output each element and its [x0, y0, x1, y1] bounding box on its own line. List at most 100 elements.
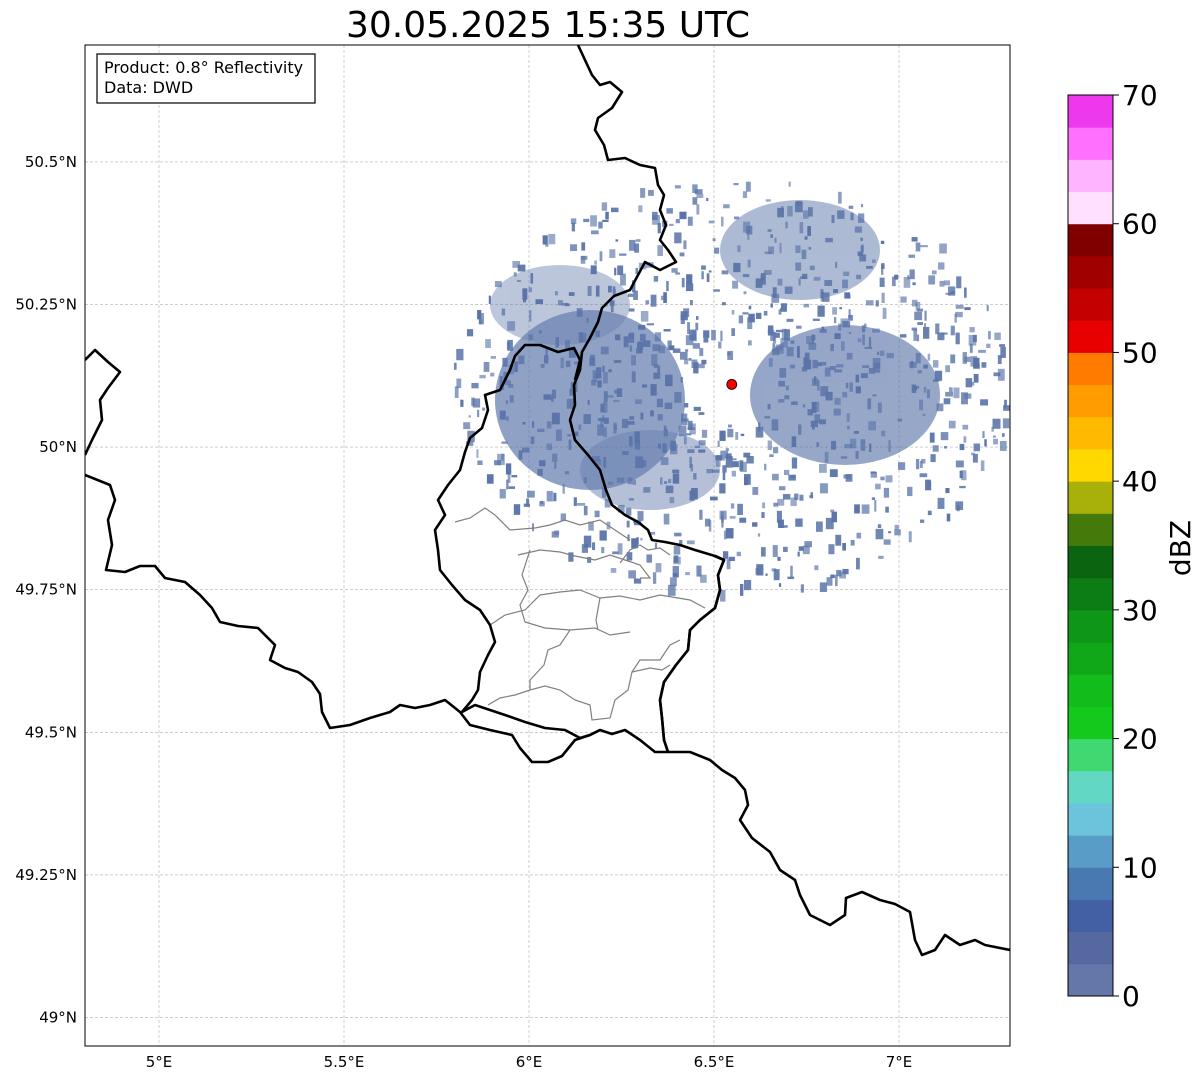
echo-pixel [881, 292, 885, 303]
echo-pixel [831, 215, 835, 224]
echo-pixel [719, 510, 727, 520]
echo-pixel [743, 476, 749, 486]
echo-pixel [913, 329, 918, 341]
echo-pixel [786, 318, 794, 322]
echo-pixel [842, 542, 846, 551]
echo-pixel [468, 415, 471, 418]
echo-pixel [804, 236, 808, 240]
echo-pixel [848, 331, 852, 335]
echo-pixel [801, 273, 808, 279]
echo-pixel [635, 456, 644, 469]
echo-pixel [845, 382, 849, 389]
echo-pixel [846, 352, 853, 360]
echo-pixel [860, 237, 864, 241]
x-tick-label: 6.5°E [694, 1053, 735, 1071]
colorbar-swatch [1068, 191, 1113, 225]
echo-pixel [660, 295, 664, 301]
echo-pixel [798, 424, 802, 435]
echo-pixel [663, 429, 668, 437]
echo-pixel [638, 205, 643, 213]
echo-pixel [817, 305, 825, 317]
echo-pixel [950, 290, 955, 294]
info-box-frame [96, 53, 316, 104]
echo-pixel [543, 394, 552, 400]
echo-pixel [830, 344, 834, 352]
echo-pixel [477, 310, 482, 320]
echo-pixel [543, 355, 549, 364]
echo-pixel [969, 343, 973, 353]
echo-pixel [997, 355, 1002, 364]
echo-pixel [595, 330, 600, 337]
echo-pixel [638, 324, 646, 330]
echo-pixel [943, 398, 951, 405]
echo-pixel [799, 222, 804, 234]
echo-pixel [725, 453, 732, 460]
colorbar-tick-label: 50 [1122, 336, 1158, 369]
echo-pixel [669, 577, 677, 587]
echo-pixel [880, 263, 885, 269]
echo-pixel [945, 488, 950, 494]
echo-pixel [564, 471, 570, 475]
echo-pixel [855, 386, 861, 394]
echo-pixel [937, 332, 945, 341]
echo-pixel [674, 392, 682, 403]
echo-pixel [973, 373, 979, 383]
echo-pixel [798, 278, 801, 286]
info-box: Product: 0.8° Reflectivity Data: DWD [96, 53, 316, 104]
echo-pixel [820, 291, 825, 302]
echo-pixel [664, 402, 673, 410]
country-borders [85, 45, 1010, 957]
echo-pixel [736, 551, 741, 557]
colorbar-swatch [1068, 931, 1113, 965]
echo-pixel [603, 427, 607, 438]
echo-pixel [718, 341, 722, 349]
echo-pixel [986, 305, 989, 312]
echo-pixel [666, 208, 673, 214]
echo-pixel [956, 505, 960, 512]
echo-pixel [868, 337, 872, 348]
echo-pixel [745, 181, 751, 192]
echo-pixel [883, 487, 890, 498]
echo-pixel [632, 479, 637, 485]
echo-pixel [607, 481, 613, 485]
echo-pixel [646, 554, 653, 563]
echo-pixel [784, 329, 790, 341]
echo-pixel [640, 412, 644, 420]
echo-pixel [610, 302, 614, 313]
echo-pixel [970, 382, 975, 386]
echo-pixel [662, 443, 667, 453]
echo-pixel [886, 353, 894, 359]
colorbar-swatch [1068, 867, 1113, 900]
echo-pixel [598, 221, 603, 229]
echo-pixel [600, 403, 605, 413]
echo-pixel [599, 530, 607, 541]
echo-pixel [778, 486, 786, 491]
colorbar-tick-label: 20 [1122, 723, 1158, 756]
echo-pixel [732, 461, 739, 468]
echo-pixel [703, 330, 710, 338]
echo-pixel [818, 463, 827, 473]
echo-pixel [794, 201, 803, 213]
echo-pixel [760, 547, 766, 557]
echo-pixel [824, 451, 829, 463]
y-tick-label: 49.25°N [15, 866, 77, 884]
echo-pixel [950, 354, 956, 364]
echo-pixel [698, 449, 706, 453]
echo-pixel [955, 311, 963, 318]
echo-pixel [814, 414, 821, 424]
echo-pixel [897, 418, 903, 422]
echo-pixel [831, 440, 837, 450]
echo-pixel [658, 443, 662, 449]
echo-pixel [680, 314, 685, 325]
echo-pixel [757, 533, 761, 537]
echo-pixel [784, 286, 793, 294]
echo-pixel [865, 300, 874, 306]
echo-pixel [834, 333, 841, 340]
echo-pixel [557, 300, 563, 306]
echo-pixel [685, 335, 694, 346]
echo-pixel [708, 519, 712, 532]
echo-pixel [825, 237, 833, 243]
echo-pixel [860, 373, 868, 379]
echo-pixel [710, 496, 718, 501]
